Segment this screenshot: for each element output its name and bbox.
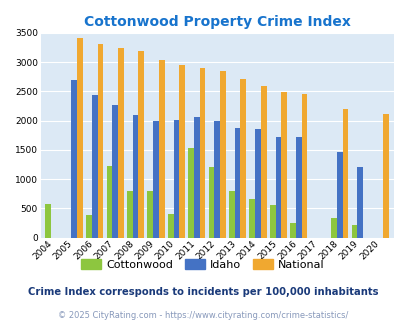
Bar	[92, 95, 97, 238]
Bar	[132, 115, 138, 238]
Bar	[194, 117, 199, 238]
Bar	[281, 92, 286, 238]
Legend: Cottonwood, Idaho, National: Cottonwood, Idaho, National	[77, 255, 328, 274]
Bar	[260, 86, 266, 238]
Bar	[275, 137, 281, 238]
Bar	[330, 218, 336, 238]
Bar	[240, 79, 245, 238]
Bar	[208, 167, 214, 238]
Bar	[97, 44, 103, 238]
Bar	[351, 225, 356, 238]
Bar	[214, 121, 220, 238]
Bar	[147, 191, 153, 238]
Bar	[112, 106, 118, 238]
Bar	[106, 166, 112, 238]
Bar	[199, 68, 205, 238]
Bar	[167, 214, 173, 238]
Bar	[255, 129, 260, 238]
Bar	[249, 199, 255, 238]
Bar	[269, 205, 275, 238]
Bar	[356, 167, 362, 238]
Text: © 2025 CityRating.com - https://www.cityrating.com/crime-statistics/: © 2025 CityRating.com - https://www.city…	[58, 311, 347, 320]
Bar	[45, 204, 51, 238]
Text: Crime Index corresponds to incidents per 100,000 inhabitants: Crime Index corresponds to incidents per…	[28, 287, 377, 297]
Bar	[138, 50, 144, 238]
Bar	[228, 191, 234, 238]
Bar	[382, 114, 388, 238]
Bar	[295, 137, 301, 238]
Bar	[301, 94, 307, 238]
Bar	[220, 71, 225, 238]
Bar	[179, 65, 185, 238]
Bar	[234, 128, 240, 238]
Bar	[342, 109, 347, 238]
Bar	[71, 80, 77, 238]
Title: Cottonwood Property Crime Index: Cottonwood Property Crime Index	[83, 15, 350, 29]
Bar	[127, 191, 132, 238]
Bar	[173, 120, 179, 238]
Bar	[188, 148, 194, 238]
Bar	[158, 60, 164, 238]
Bar	[336, 152, 342, 238]
Bar	[86, 215, 92, 238]
Bar	[290, 223, 295, 238]
Bar	[153, 121, 158, 238]
Bar	[118, 48, 124, 238]
Bar	[77, 38, 83, 238]
